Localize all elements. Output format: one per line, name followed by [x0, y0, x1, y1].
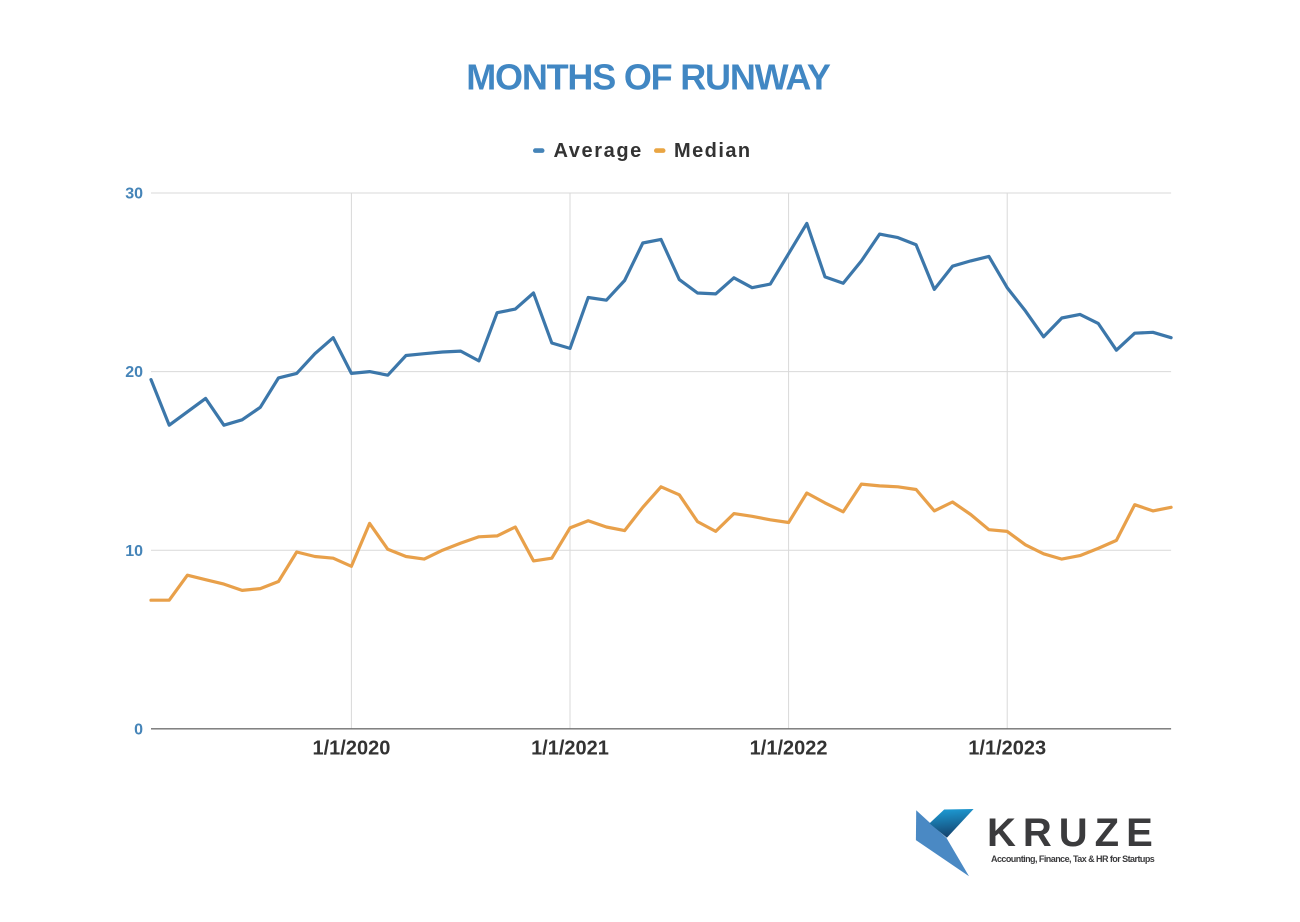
svg-text:Median: Median: [674, 140, 752, 162]
svg-text:30: 30: [125, 186, 143, 203]
svg-text:1/1/2023: 1/1/2023: [968, 737, 1046, 759]
svg-text:1/1/2020: 1/1/2020: [312, 737, 390, 759]
svg-text:1/1/2021: 1/1/2021: [531, 737, 609, 759]
svg-text:Accounting, Finance, Tax & HR: Accounting, Finance, Tax & HR for Startu…: [991, 854, 1155, 864]
svg-text:10: 10: [125, 543, 143, 560]
svg-text:0: 0: [134, 721, 143, 738]
svg-text:KRUZE: KRUZE: [987, 811, 1160, 855]
svg-text:Average: Average: [554, 140, 643, 162]
svg-text:20: 20: [125, 364, 143, 381]
svg-text:1/1/2022: 1/1/2022: [750, 737, 828, 759]
svg-text:MONTHS OF RUNWAY: MONTHS OF RUNWAY: [466, 57, 831, 98]
